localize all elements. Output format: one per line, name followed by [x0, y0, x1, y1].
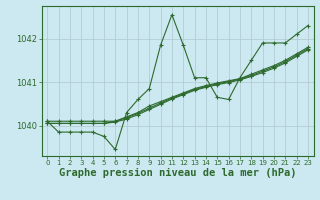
X-axis label: Graphe pression niveau de la mer (hPa): Graphe pression niveau de la mer (hPa)	[59, 168, 296, 178]
